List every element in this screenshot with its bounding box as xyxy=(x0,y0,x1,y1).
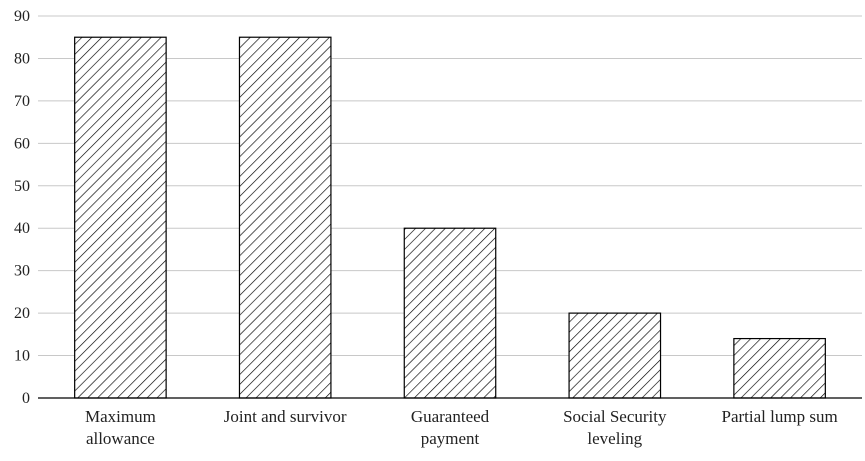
x-category-label-line: payment xyxy=(421,429,480,448)
x-category-label-line: allowance xyxy=(86,429,155,448)
bar xyxy=(238,36,332,399)
x-category-labels: Maximum allowance Joint and survivor Guaran… xyxy=(85,407,838,448)
y-tick-label: 50 xyxy=(14,178,30,195)
x-category-label: Social Security leveling xyxy=(563,407,667,448)
x-category-label-line: Maximum xyxy=(85,407,156,426)
y-tick-label: 40 xyxy=(14,220,30,237)
x-category-label-line: Guaranteed xyxy=(411,407,490,426)
y-tick-label: 90 xyxy=(14,8,30,25)
bar xyxy=(403,227,497,399)
x-category-label-line: Social Security xyxy=(563,407,667,426)
x-category-label: Partial lump sum xyxy=(722,407,838,426)
bar xyxy=(733,337,826,399)
y-tick-label: 80 xyxy=(14,50,30,67)
y-tick-label: 60 xyxy=(14,135,30,152)
gridlines xyxy=(38,15,862,357)
bars xyxy=(74,36,826,399)
x-category-label-line: Partial lump sum xyxy=(722,407,838,426)
y-tick-label: 30 xyxy=(14,263,30,280)
bar xyxy=(74,36,167,399)
x-category-label: Guaranteed payment xyxy=(411,407,490,448)
y-tick-label: 70 xyxy=(14,93,30,110)
x-category-label: Maximum allowance xyxy=(85,407,156,448)
bar xyxy=(568,312,662,399)
y-tick-label: 10 xyxy=(14,348,30,365)
y-tick-labels: 0 10 20 30 40 50 60 70 80 90 xyxy=(14,8,30,407)
x-category-label-line: Joint and survivor xyxy=(224,407,347,426)
x-category-label: Joint and survivor xyxy=(224,407,347,426)
y-tick-label: 0 xyxy=(22,390,30,407)
y-tick-label: 20 xyxy=(14,305,30,322)
x-category-label-line: leveling xyxy=(587,429,642,448)
